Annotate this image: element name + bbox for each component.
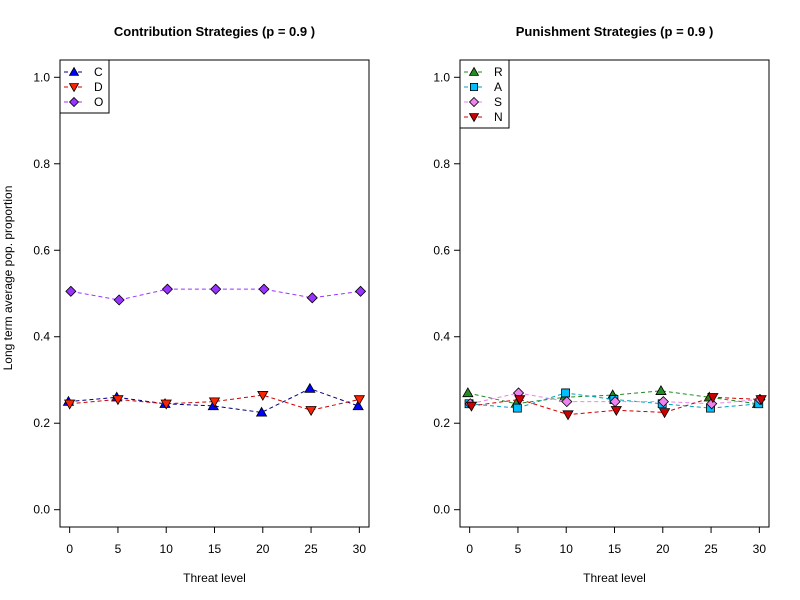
data-point-C — [352, 400, 364, 411]
x-tick-label: 0 — [66, 542, 73, 556]
legend-marker-O — [68, 96, 80, 108]
x-tick-label: 30 — [353, 542, 367, 556]
chart-panel-2: Punishment Strategies (p = 0.9 ) 0 5 10 15 20… — [433, 24, 770, 585]
y-tick-label: 0.0 — [433, 503, 450, 517]
data-point-O — [161, 283, 173, 295]
data-point-R — [655, 384, 667, 395]
data-point-A — [561, 388, 571, 398]
data-point-S — [657, 396, 669, 408]
data-point-N — [465, 401, 478, 412]
y-tick-label: 0.2 — [433, 416, 450, 430]
data-point-S — [561, 396, 573, 408]
x-tick-label: 15 — [208, 542, 222, 556]
data-point-O — [258, 283, 270, 295]
legend-marker-A — [470, 83, 478, 91]
y-tick-label: 0.6 — [433, 243, 450, 257]
chart-title: Contribution Strategies (p = 0.9 ) — [114, 24, 315, 39]
data-point-S — [706, 398, 718, 410]
data-point-O — [354, 285, 367, 297]
y-tick-label: 0.8 — [433, 157, 450, 171]
x-tick-label: 10 — [160, 542, 174, 556]
legend-box — [459, 59, 510, 129]
x-tick-label: 5 — [115, 542, 122, 556]
x-tick-label: 30 — [753, 542, 767, 556]
y-tick-label: 0.2 — [33, 416, 50, 430]
legend-label-A: A — [494, 80, 502, 94]
x-tick-label: 20 — [256, 542, 270, 556]
data-point-C — [255, 406, 268, 417]
y-axis-label: Long term average pop. proportion — [1, 186, 15, 371]
data-point-N — [514, 395, 526, 406]
legend-label-C: C — [94, 65, 103, 79]
x-tick-label: 25 — [304, 542, 318, 556]
legend-marker-S — [468, 96, 480, 108]
y-tick-label: 0.4 — [33, 330, 50, 344]
legend-marker-D — [68, 83, 80, 93]
y-tick-label: 0.6 — [33, 243, 50, 257]
data-point-O — [210, 283, 222, 295]
data-point-D — [160, 399, 172, 410]
data-point-D — [305, 406, 317, 417]
legend-label-O: O — [94, 95, 103, 109]
x-tick-label: 25 — [704, 542, 718, 556]
chart-title: Punishment Strategies (p = 0.9 ) — [516, 24, 714, 39]
legend-label-D: D — [94, 80, 103, 94]
data-point-O — [65, 285, 77, 297]
y-tick-label: 0.8 — [33, 157, 50, 171]
chart-panel-1: Contribution Strategies (p = 0.9 ) 0 5 10 15… — [33, 24, 370, 585]
data-point-C — [304, 382, 316, 393]
data-point-R — [462, 387, 474, 398]
x-tick-label: 15 — [608, 542, 622, 556]
data-point-D — [257, 390, 269, 401]
legend-marker-C — [68, 66, 80, 76]
plot-frame — [459, 59, 770, 528]
legend-label-S: S — [494, 95, 502, 109]
data-point-A — [512, 403, 522, 413]
y-tick-label: 0.4 — [433, 330, 450, 344]
data-point-N — [610, 406, 622, 417]
data-point-D — [63, 399, 76, 410]
y-tick-label: 0.0 — [33, 503, 50, 517]
x-tick-label: 20 — [656, 542, 670, 556]
legend-marker-R — [468, 66, 480, 76]
data-point-N — [755, 395, 767, 406]
x-tick-label: 0 — [466, 542, 473, 556]
data-point-D — [112, 395, 124, 406]
y-tick-label: 1.0 — [433, 70, 450, 84]
data-point-N — [658, 408, 671, 419]
legend-label-N: N — [494, 110, 503, 124]
data-point-O — [306, 292, 318, 304]
data-point-D — [353, 395, 366, 406]
data-point-D — [208, 397, 221, 408]
legend-box — [59, 59, 110, 114]
x-tick-label: 5 — [515, 542, 522, 556]
x-tick-label: 10 — [560, 542, 574, 556]
legend-marker-N — [468, 113, 480, 123]
data-point-O — [113, 294, 125, 306]
y-tick-label: 1.0 — [33, 70, 50, 84]
data-point-N — [707, 393, 719, 404]
x-axis-label: Threat level — [183, 571, 246, 585]
x-axis-label: Threat level — [583, 571, 646, 585]
data-point-N — [562, 410, 574, 421]
legend-label-R: R — [494, 65, 503, 79]
